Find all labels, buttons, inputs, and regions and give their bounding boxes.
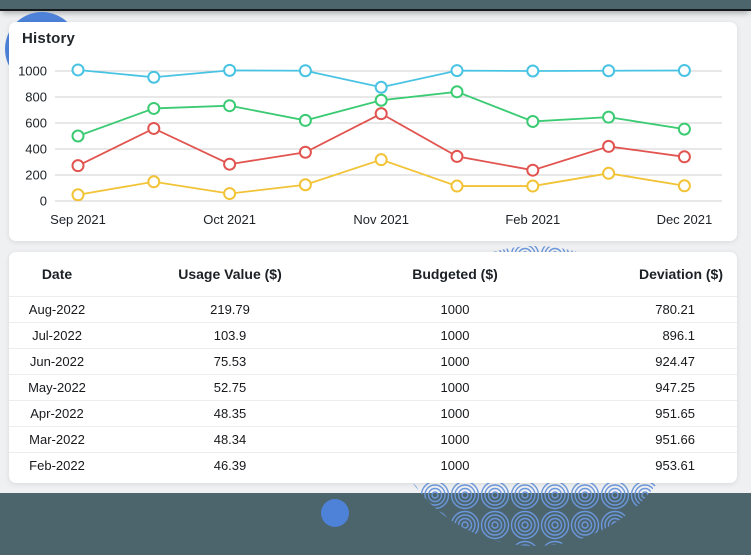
table-header-row: Date Usage Value ($) Budgeted ($) Deviat…	[9, 252, 737, 296]
table-cell-date: Mar-2022	[29, 432, 85, 447]
data-point-marker-series-red[interactable]	[298, 145, 312, 159]
data-point-marker-series-red[interactable]	[223, 157, 237, 171]
data-point-marker-series-yellow[interactable]	[71, 188, 85, 202]
table-cell-deviation: 951.66	[655, 432, 695, 447]
table-cell-usage: 48.35	[213, 406, 247, 421]
data-point-marker-series-cyan[interactable]	[526, 64, 540, 78]
data-point-marker-series-cyan[interactable]	[677, 63, 691, 77]
table-cell-date: Feb-2022	[29, 458, 85, 473]
data-point-marker-series-cyan[interactable]	[602, 64, 616, 78]
data-point-marker-series-green[interactable]	[298, 113, 312, 127]
table-cell-deviation: 896.1	[662, 328, 695, 343]
x-axis-tick-label: Sep 2021	[50, 212, 106, 227]
column-header-usage: Usage Value ($)	[178, 266, 282, 282]
table-cell-usage: 48.34	[213, 432, 247, 447]
data-point-marker-series-red[interactable]	[602, 139, 616, 153]
data-point-marker-series-red[interactable]	[147, 121, 161, 135]
table-cell-deviation: 924.47	[655, 354, 695, 369]
table-row: Apr-2022 48.35 1000 951.65	[9, 400, 737, 426]
y-axis-tick-label: 1000	[18, 64, 47, 79]
data-point-marker-series-yellow[interactable]	[223, 187, 237, 201]
table-cell-budgeted: 1000	[440, 406, 470, 421]
data-point-marker-series-cyan[interactable]	[71, 63, 85, 77]
history-card: History 1000 800 600 400 200 0 Sep 2021 Oct 202…	[9, 22, 737, 241]
table-cell-deviation: 947.25	[655, 380, 695, 395]
table-cell-budgeted: 1000	[440, 380, 470, 395]
data-point-marker-series-green[interactable]	[450, 85, 464, 99]
data-point-marker-series-yellow[interactable]	[677, 179, 691, 193]
table-cell-usage: 46.39	[213, 458, 247, 473]
table-cell-budgeted: 1000	[440, 354, 470, 369]
data-point-marker-series-green[interactable]	[71, 129, 85, 143]
data-point-marker-series-cyan[interactable]	[374, 80, 388, 94]
table-cell-usage: 75.53	[213, 354, 247, 369]
table-row: Aug-2022 219.79 1000 780.21	[9, 296, 737, 322]
table-row: May-2022 52.75 1000 947.25	[9, 374, 737, 400]
usage-table-card: Date Usage Value ($) Budgeted ($) Deviat…	[9, 252, 737, 483]
data-point-marker-series-yellow[interactable]	[526, 179, 540, 193]
column-header-date: Date	[41, 266, 73, 282]
data-point-marker-series-red[interactable]	[526, 163, 540, 177]
data-point-marker-series-green[interactable]	[602, 110, 616, 124]
table-cell-deviation: 953.61	[655, 458, 695, 473]
table-row: Jun-2022 75.53 1000 924.47	[9, 348, 737, 374]
data-point-marker-series-green[interactable]	[147, 101, 161, 115]
table-cell-date: Apr-2022	[30, 406, 84, 421]
y-axis-tick-label: 0	[40, 194, 47, 209]
table-cell-date: Jun-2022	[29, 354, 85, 369]
data-point-marker-series-cyan[interactable]	[450, 64, 464, 78]
x-axis-tick-label: Feb 2021	[505, 212, 560, 227]
table-body: Aug-2022 219.79 1000 780.21 Jul-2022 103.9 100…	[9, 296, 737, 478]
table-cell-date: May-2022	[28, 380, 86, 395]
x-axis-tick-label: Oct 2021	[203, 212, 256, 227]
table-cell-usage: 103.9	[213, 328, 247, 343]
table-cell-usage: 219.79	[210, 302, 250, 317]
y-axis-tick-label: 600	[25, 116, 47, 131]
table-row: Mar-2022 48.34 1000 951.66	[9, 426, 737, 452]
y-axis-tick-label: 800	[25, 90, 47, 105]
table-row: Feb-2022 46.39 1000 953.61	[9, 452, 737, 478]
table-cell-usage: 52.75	[213, 380, 247, 395]
data-point-marker-series-cyan[interactable]	[298, 64, 312, 78]
table-cell-budgeted: 1000	[440, 328, 470, 343]
data-point-marker-series-yellow[interactable]	[147, 175, 161, 189]
bottom-bar	[0, 493, 751, 555]
y-axis-tick-label: 400	[25, 142, 47, 157]
data-point-marker-series-green[interactable]	[677, 122, 691, 136]
table-cell-date: Aug-2022	[28, 302, 86, 317]
data-point-marker-series-red[interactable]	[450, 149, 464, 163]
data-point-marker-series-yellow[interactable]	[450, 179, 464, 193]
data-point-marker-series-yellow[interactable]	[298, 178, 312, 192]
table-cell-budgeted: 1000	[440, 458, 470, 473]
data-point-marker-series-green[interactable]	[223, 99, 237, 113]
column-header-budgeted: Budgeted ($)	[412, 266, 498, 282]
table-cell-deviation: 951.65	[655, 406, 695, 421]
top-bar	[0, 0, 751, 11]
table-cell-deviation: 780.21	[655, 302, 695, 317]
data-point-marker-series-cyan[interactable]	[223, 63, 237, 77]
data-point-marker-series-green[interactable]	[526, 114, 540, 128]
column-header-deviation: Deviation ($)	[638, 266, 723, 282]
data-point-marker-series-yellow[interactable]	[374, 153, 388, 167]
y-axis-tick-label: 200	[25, 168, 47, 183]
data-point-marker-series-cyan[interactable]	[147, 70, 161, 84]
data-point-marker-series-red[interactable]	[677, 150, 691, 164]
x-axis-tick-label: Nov 2021	[353, 212, 409, 227]
data-point-marker-series-yellow[interactable]	[602, 166, 616, 180]
x-axis-tick-label: Dec 2021	[657, 212, 713, 227]
data-point-marker-series-green[interactable]	[374, 93, 388, 107]
table-cell-budgeted: 1000	[440, 432, 470, 447]
data-point-marker-series-red[interactable]	[71, 159, 85, 173]
data-point-marker-series-red[interactable]	[374, 107, 388, 121]
table-cell-budgeted: 1000	[440, 302, 470, 317]
table-cell-date: Jul-2022	[32, 328, 82, 343]
table-row: Jul-2022 103.9 1000 896.1	[9, 322, 737, 348]
